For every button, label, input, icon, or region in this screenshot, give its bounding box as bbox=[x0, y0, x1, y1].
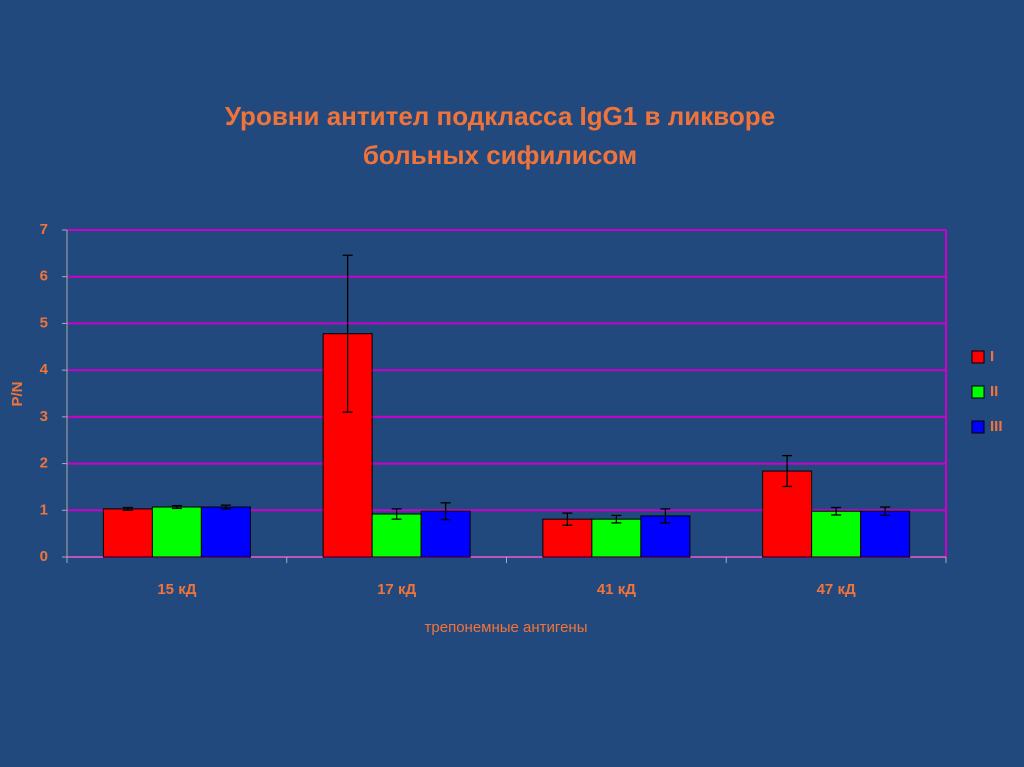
y-tick-label: 2 bbox=[40, 455, 48, 472]
y-tick-label: 3 bbox=[40, 408, 48, 425]
error-bar bbox=[342, 254, 353, 413]
error-bar bbox=[122, 506, 133, 511]
error-bar bbox=[171, 504, 182, 510]
x-tick-label: 17 кД bbox=[377, 581, 416, 598]
error-bar bbox=[611, 514, 622, 524]
x-tick-label: 41 кД bbox=[597, 581, 636, 598]
error-bar bbox=[562, 512, 573, 526]
bar bbox=[200, 506, 251, 558]
y-tick-label: 5 bbox=[40, 314, 48, 331]
bar bbox=[322, 333, 373, 558]
bar bbox=[102, 508, 153, 558]
y-tick-label: 0 bbox=[40, 548, 48, 565]
y-tick-label: 4 bbox=[40, 361, 49, 378]
legend-swatch bbox=[971, 350, 985, 364]
legend-swatch bbox=[971, 420, 985, 434]
y-axis-label: P/N bbox=[9, 381, 26, 406]
legend-label: III bbox=[990, 418, 1003, 435]
error-bar bbox=[831, 506, 842, 516]
x-tick-label: 15 кД bbox=[157, 581, 196, 598]
error-bar bbox=[660, 508, 671, 524]
bar bbox=[591, 518, 642, 558]
x-axis-label: трепонемные антигены bbox=[425, 619, 588, 636]
legend-label: II bbox=[990, 383, 998, 400]
chart-title: больных сифилисом bbox=[363, 140, 637, 170]
legend-swatch bbox=[971, 385, 985, 399]
y-tick-label: 7 bbox=[40, 221, 48, 238]
bar bbox=[151, 506, 202, 558]
bar bbox=[371, 513, 422, 558]
bar bbox=[860, 510, 911, 558]
error-bar bbox=[391, 508, 402, 520]
error-bar bbox=[220, 504, 231, 510]
y-tick-label: 6 bbox=[40, 268, 48, 285]
error-bar bbox=[880, 506, 891, 517]
legend-label: I bbox=[990, 348, 994, 365]
bar bbox=[811, 510, 862, 558]
error-bar bbox=[782, 454, 793, 488]
x-tick-label: 47 кД bbox=[817, 581, 856, 598]
y-tick-label: 1 bbox=[40, 501, 48, 518]
chart-title: Уровни антител подкласса IgG1 в ликворе bbox=[225, 101, 775, 131]
error-bar bbox=[440, 502, 451, 521]
